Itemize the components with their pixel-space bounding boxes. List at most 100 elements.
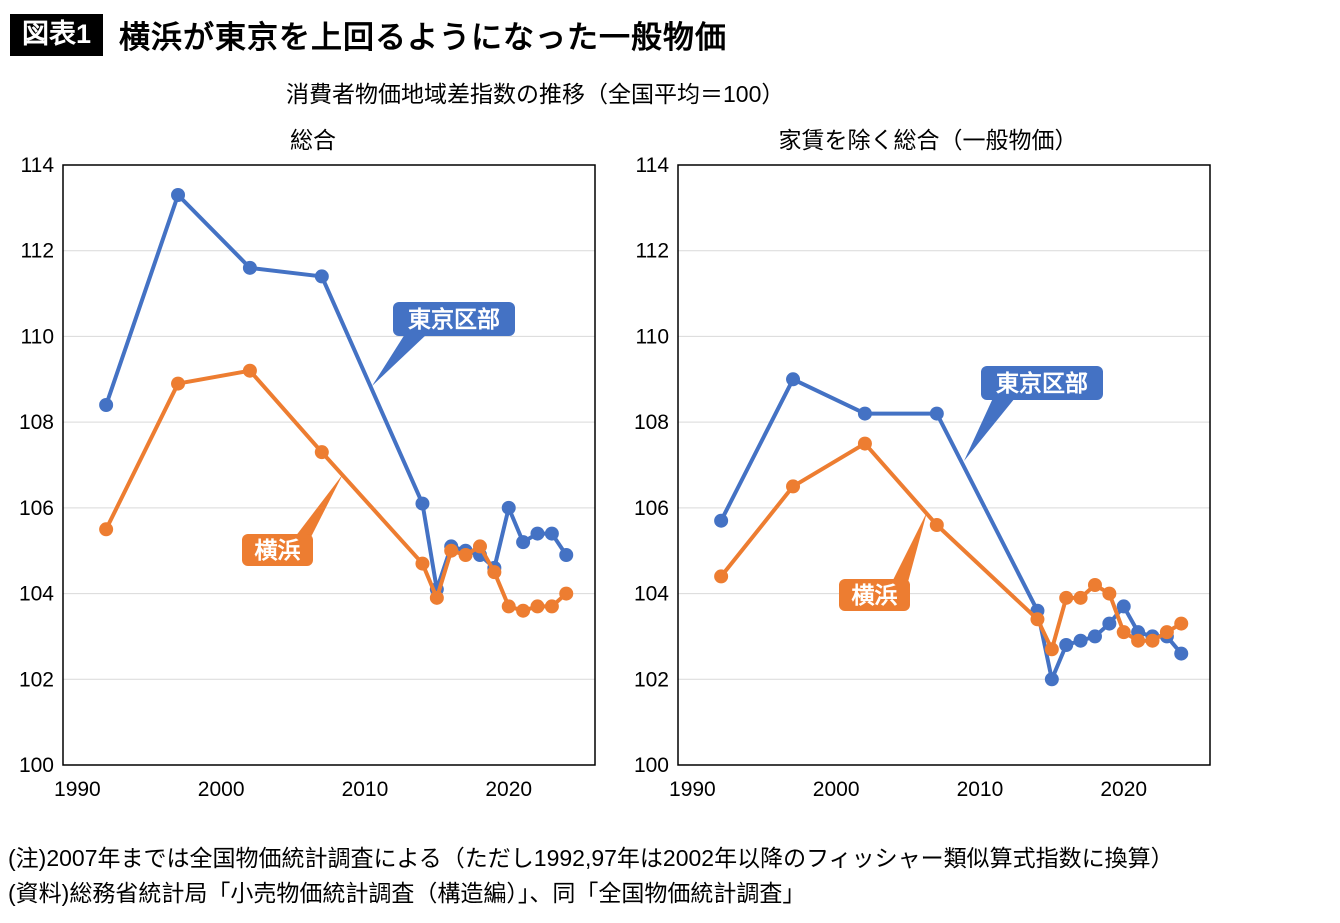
data-point-yokohama: [786, 479, 801, 494]
data-point-yokohama: [429, 590, 444, 605]
y-tick-label: 106: [19, 497, 54, 520]
data-point-yokohama: [544, 599, 559, 614]
notes: (注)2007年までは全国物価統計調査による（ただし1992,97年は2002年…: [8, 841, 1340, 910]
data-point-yokohama: [516, 603, 531, 618]
x-tick-label: 2010: [342, 778, 389, 801]
y-tick-label: 108: [19, 411, 54, 434]
note-line-source-credit: (資料)総務省統計局「小売物価統計調査（構造編）」、同「全国物価統計調査」: [8, 879, 806, 906]
data-point-yokohama: [1073, 590, 1088, 605]
data-point-yokohama: [1102, 586, 1117, 601]
data-point-tokyo: [1059, 638, 1074, 652]
chart-overall-plot: 100 102 104 106 108 110 112 114 1990 2000 2010 2020…: [19, 154, 596, 801]
data-point-yokohama: [501, 599, 516, 614]
data-point-yokohama: [1174, 616, 1189, 631]
chart-ex-rent-plot: 100 102 104 106 108 110 112 114 1990 2000 2010 2020…: [634, 154, 1211, 801]
data-point-tokyo: [242, 260, 257, 275]
y-tick-label: 114: [21, 155, 55, 177]
callout-label-tokyo: 東京区部: [408, 306, 500, 332]
data-point-tokyo: [714, 513, 729, 528]
x-tick-label: 2010: [957, 778, 1004, 801]
callout-tail-yokohama: [892, 512, 927, 582]
callout-box-tokyo: [981, 366, 1103, 400]
data-point-tokyo: [1174, 646, 1189, 661]
data-point-tokyo: [1087, 629, 1102, 644]
data-point-yokohama: [314, 445, 329, 460]
series-line-tokyo: [719, 377, 1184, 682]
y-tick-label: 112: [21, 240, 54, 263]
data-point-tokyo: [171, 188, 186, 202]
plot-border: [677, 164, 1211, 766]
data-point-yokohama: [444, 543, 459, 558]
data-point-yokohama: [1059, 590, 1074, 605]
data-point-yokohama: [1159, 625, 1174, 640]
data-point-tokyo: [1044, 672, 1059, 687]
callout-tail-yokohama: [295, 474, 343, 537]
data-point-yokohama: [1145, 633, 1160, 648]
data-point-tokyo: [786, 372, 801, 387]
note-line-source-note: (注)2007年までは全国物価統計調査による（ただし1992,97年は2002年…: [8, 845, 1174, 871]
data-point-tokyo: [314, 269, 329, 284]
data-point-yokohama: [559, 586, 574, 601]
y-tick-label: 104: [634, 583, 669, 606]
data-point-yokohama: [415, 556, 430, 571]
y-tick-label: 112: [636, 240, 669, 263]
x-tick-label: 1990: [669, 778, 716, 801]
y-tick-label: 110: [636, 325, 669, 348]
y-tick-label: 110: [21, 325, 54, 348]
callout-tail-tokyo: [964, 398, 1015, 461]
callout-box-yokohama: [839, 579, 910, 611]
data-point-tokyo: [415, 496, 430, 511]
chart-subtitle: 消費者物価地域差指数の推移（全国平均＝100）: [286, 81, 785, 107]
y-tick-label: 104: [19, 583, 54, 606]
chart-overall: 総合 100 102 104 106 108 110 112 114 1990 2000 2010 2…: [13, 121, 613, 815]
y-tick-label: 106: [634, 497, 669, 520]
data-point-tokyo: [99, 398, 114, 412]
data-point-tokyo: [1102, 616, 1117, 631]
data-point-tokyo: [530, 526, 545, 541]
y-tick-label: 100: [634, 754, 669, 777]
y-tick-label: 102: [19, 668, 54, 691]
chart-ex-rent: 家賃を除く総合（一般物価） 100 102 104 106 108 110 112 114 19…: [628, 121, 1228, 815]
y-tick-label: 108: [634, 411, 669, 434]
data-point-tokyo: [929, 406, 944, 421]
data-point-tokyo: [1073, 633, 1088, 648]
data-point-tokyo: [1116, 599, 1131, 614]
y-tick-label: 100: [19, 754, 54, 777]
data-point-tokyo: [559, 548, 574, 562]
x-tick-label: 1990: [54, 778, 101, 801]
charts-row: 総合 100 102 104 106 108 110 112 114 1990 2000 2010 2…: [13, 121, 1340, 815]
data-point-yokohama: [714, 569, 729, 584]
data-point-tokyo: [501, 500, 516, 515]
data-point-yokohama: [472, 539, 487, 554]
header: 図表1 横浜が東京を上回るようになった一般物価: [0, 0, 1340, 57]
figure-badge: 図表1: [10, 13, 104, 56]
data-point-yokohama: [857, 436, 872, 451]
chart-overall-title: 総合: [290, 127, 336, 153]
callout-box-tokyo: [393, 302, 515, 336]
page-title: 横浜が東京を上回るようになった一般物価: [119, 20, 728, 55]
x-tick-label: 2000: [813, 778, 860, 801]
data-point-yokohama: [458, 548, 473, 562]
data-point-yokohama: [171, 376, 186, 391]
data-point-tokyo: [544, 526, 559, 541]
data-point-yokohama: [1087, 578, 1102, 592]
callout-label-yokohama: 横浜: [852, 582, 898, 608]
data-point-yokohama: [929, 518, 944, 532]
data-point-yokohama: [1030, 612, 1045, 627]
data-point-yokohama: [1044, 642, 1059, 657]
callout-box-yokohama: [242, 534, 313, 566]
data-point-yokohama: [99, 522, 114, 537]
data-point-yokohama: [242, 363, 257, 378]
data-point-yokohama: [1116, 625, 1131, 640]
callout-label-tokyo: 東京区部: [996, 370, 1088, 396]
y-tick-label: 114: [636, 155, 670, 177]
y-tick-label: 102: [634, 668, 669, 691]
data-point-tokyo: [857, 406, 872, 421]
x-tick-label: 2000: [198, 778, 245, 801]
data-point-yokohama: [530, 599, 545, 614]
data-point-yokohama: [1131, 633, 1146, 648]
data-point-tokyo: [516, 535, 531, 550]
chart-ex-rent-title: 家賃を除く総合（一般物価）: [778, 127, 1078, 153]
data-point-yokohama: [487, 565, 502, 580]
